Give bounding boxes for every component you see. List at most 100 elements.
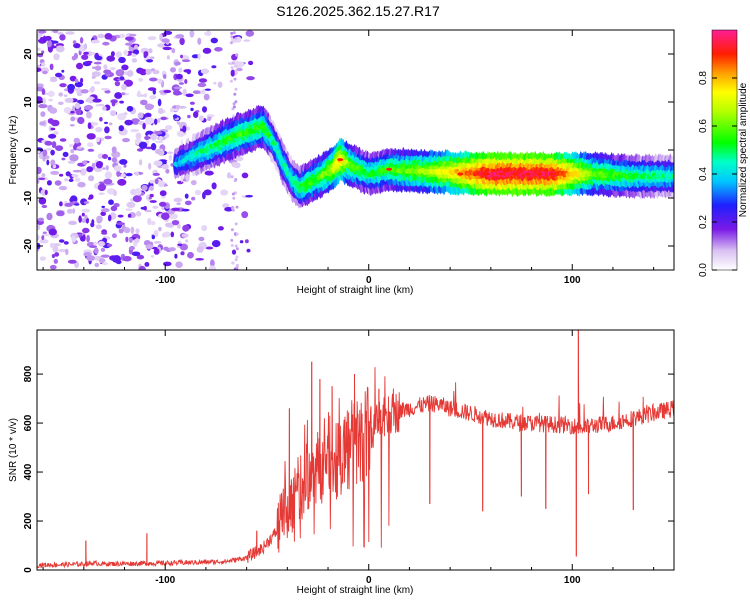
noise-blob: [68, 178, 74, 182]
noise-blob: [91, 52, 96, 55]
noise-blob: [125, 36, 134, 41]
noise-blob: [50, 127, 56, 131]
noise-blob: [70, 149, 75, 154]
noise-blob: [119, 100, 124, 104]
ridge-peak: [337, 158, 344, 162]
noise-blob: [63, 106, 72, 114]
noise-blob: [41, 235, 45, 241]
noise-blob: [234, 258, 238, 262]
noise-blob: [150, 133, 157, 141]
noise-blob: [119, 33, 126, 38]
noise-blob: [58, 185, 68, 191]
noise-blob: [131, 251, 141, 257]
noise-blob: [67, 83, 75, 91]
noise-blob: [50, 40, 59, 44]
noise-blob: [44, 189, 48, 196]
ridge-peak: [483, 172, 490, 176]
noise-blob: [38, 103, 48, 109]
noise-blob: [87, 197, 92, 200]
noise-blob: [113, 165, 122, 172]
colorbar-label: Normalized spectral amplitude: [738, 82, 749, 217]
noise-blob: [148, 196, 152, 200]
noise-blob: [62, 151, 69, 158]
noise-blob: [111, 233, 117, 239]
noise-blob: [93, 241, 97, 247]
spectrogram-noise-field: [37, 30, 255, 270]
noise-blob: [130, 118, 141, 125]
noise-blob: [125, 42, 133, 46]
spectrogram-y-label: Frequency (Hz): [8, 116, 19, 185]
noise-blob: [37, 217, 45, 222]
noise-blob: [210, 259, 215, 267]
colorbar-tick-label: 0.0: [698, 263, 709, 277]
noise-blob: [106, 243, 113, 247]
noise-blob: [185, 239, 189, 243]
noise-blob: [47, 90, 55, 97]
noise-blob: [97, 183, 106, 192]
noise-blob: [89, 122, 99, 126]
noise-blob: [234, 37, 238, 41]
noise-blob: [41, 204, 48, 209]
noise-blob: [59, 83, 67, 88]
noise-blob: [67, 259, 77, 264]
noise-blob: [86, 111, 92, 119]
noise-blob: [178, 82, 184, 85]
noise-blob: [44, 35, 52, 41]
noise-blob: [163, 30, 173, 35]
noise-blob: [99, 258, 106, 263]
noise-blob: [148, 48, 153, 54]
noise-blob: [239, 240, 244, 244]
noise-blob: [91, 75, 96, 79]
y-tick-label: -10: [23, 190, 34, 205]
noise-blob: [132, 195, 142, 203]
noise-blob: [86, 255, 95, 262]
noise-blob: [46, 212, 53, 221]
noise-blob: [90, 222, 95, 228]
noise-blob: [39, 256, 46, 261]
noise-blob: [171, 220, 180, 226]
noise-blob: [125, 208, 133, 211]
noise-blob: [70, 110, 75, 114]
noise-blob: [150, 254, 155, 258]
noise-blob: [138, 265, 146, 270]
noise-blob: [149, 185, 154, 191]
noise-blob: [189, 30, 195, 38]
noise-blob: [159, 201, 167, 207]
noise-blob: [198, 236, 205, 242]
noise-blob: [74, 81, 84, 88]
noise-blob: [83, 43, 88, 50]
ridge-cell: [331, 166, 336, 172]
noise-blob: [114, 81, 121, 87]
noise-blob: [65, 248, 69, 256]
noise-blob: [69, 124, 75, 127]
noise-blob: [125, 236, 129, 243]
noise-blob: [48, 98, 53, 102]
noise-blob: [85, 60, 93, 64]
noise-blob: [128, 246, 135, 250]
noise-blob: [243, 39, 251, 42]
noise-blob: [195, 258, 205, 261]
noise-blob: [48, 228, 57, 236]
noise-blob: [217, 226, 224, 231]
ridge-cell: [282, 162, 287, 168]
noise-blob: [206, 114, 215, 118]
noise-blob: [104, 33, 113, 40]
y-tick-label: 0: [23, 147, 34, 153]
noise-blob: [142, 122, 146, 130]
noise-blob: [175, 73, 183, 80]
noise-blob: [105, 165, 109, 171]
noise-blob: [57, 101, 64, 106]
noise-blob: [181, 233, 189, 238]
noise-blob: [102, 167, 106, 170]
noise-blob: [83, 201, 90, 204]
noise-blob: [207, 116, 212, 122]
noise-blob: [96, 215, 103, 223]
noise-blob: [144, 135, 150, 141]
noise-blob: [37, 166, 42, 174]
noise-blob: [162, 74, 167, 79]
noise-blob: [89, 245, 98, 248]
noise-blob: [172, 90, 182, 96]
noise-blob: [184, 200, 192, 206]
noise-blob: [179, 37, 185, 46]
noise-blob: [59, 201, 63, 207]
